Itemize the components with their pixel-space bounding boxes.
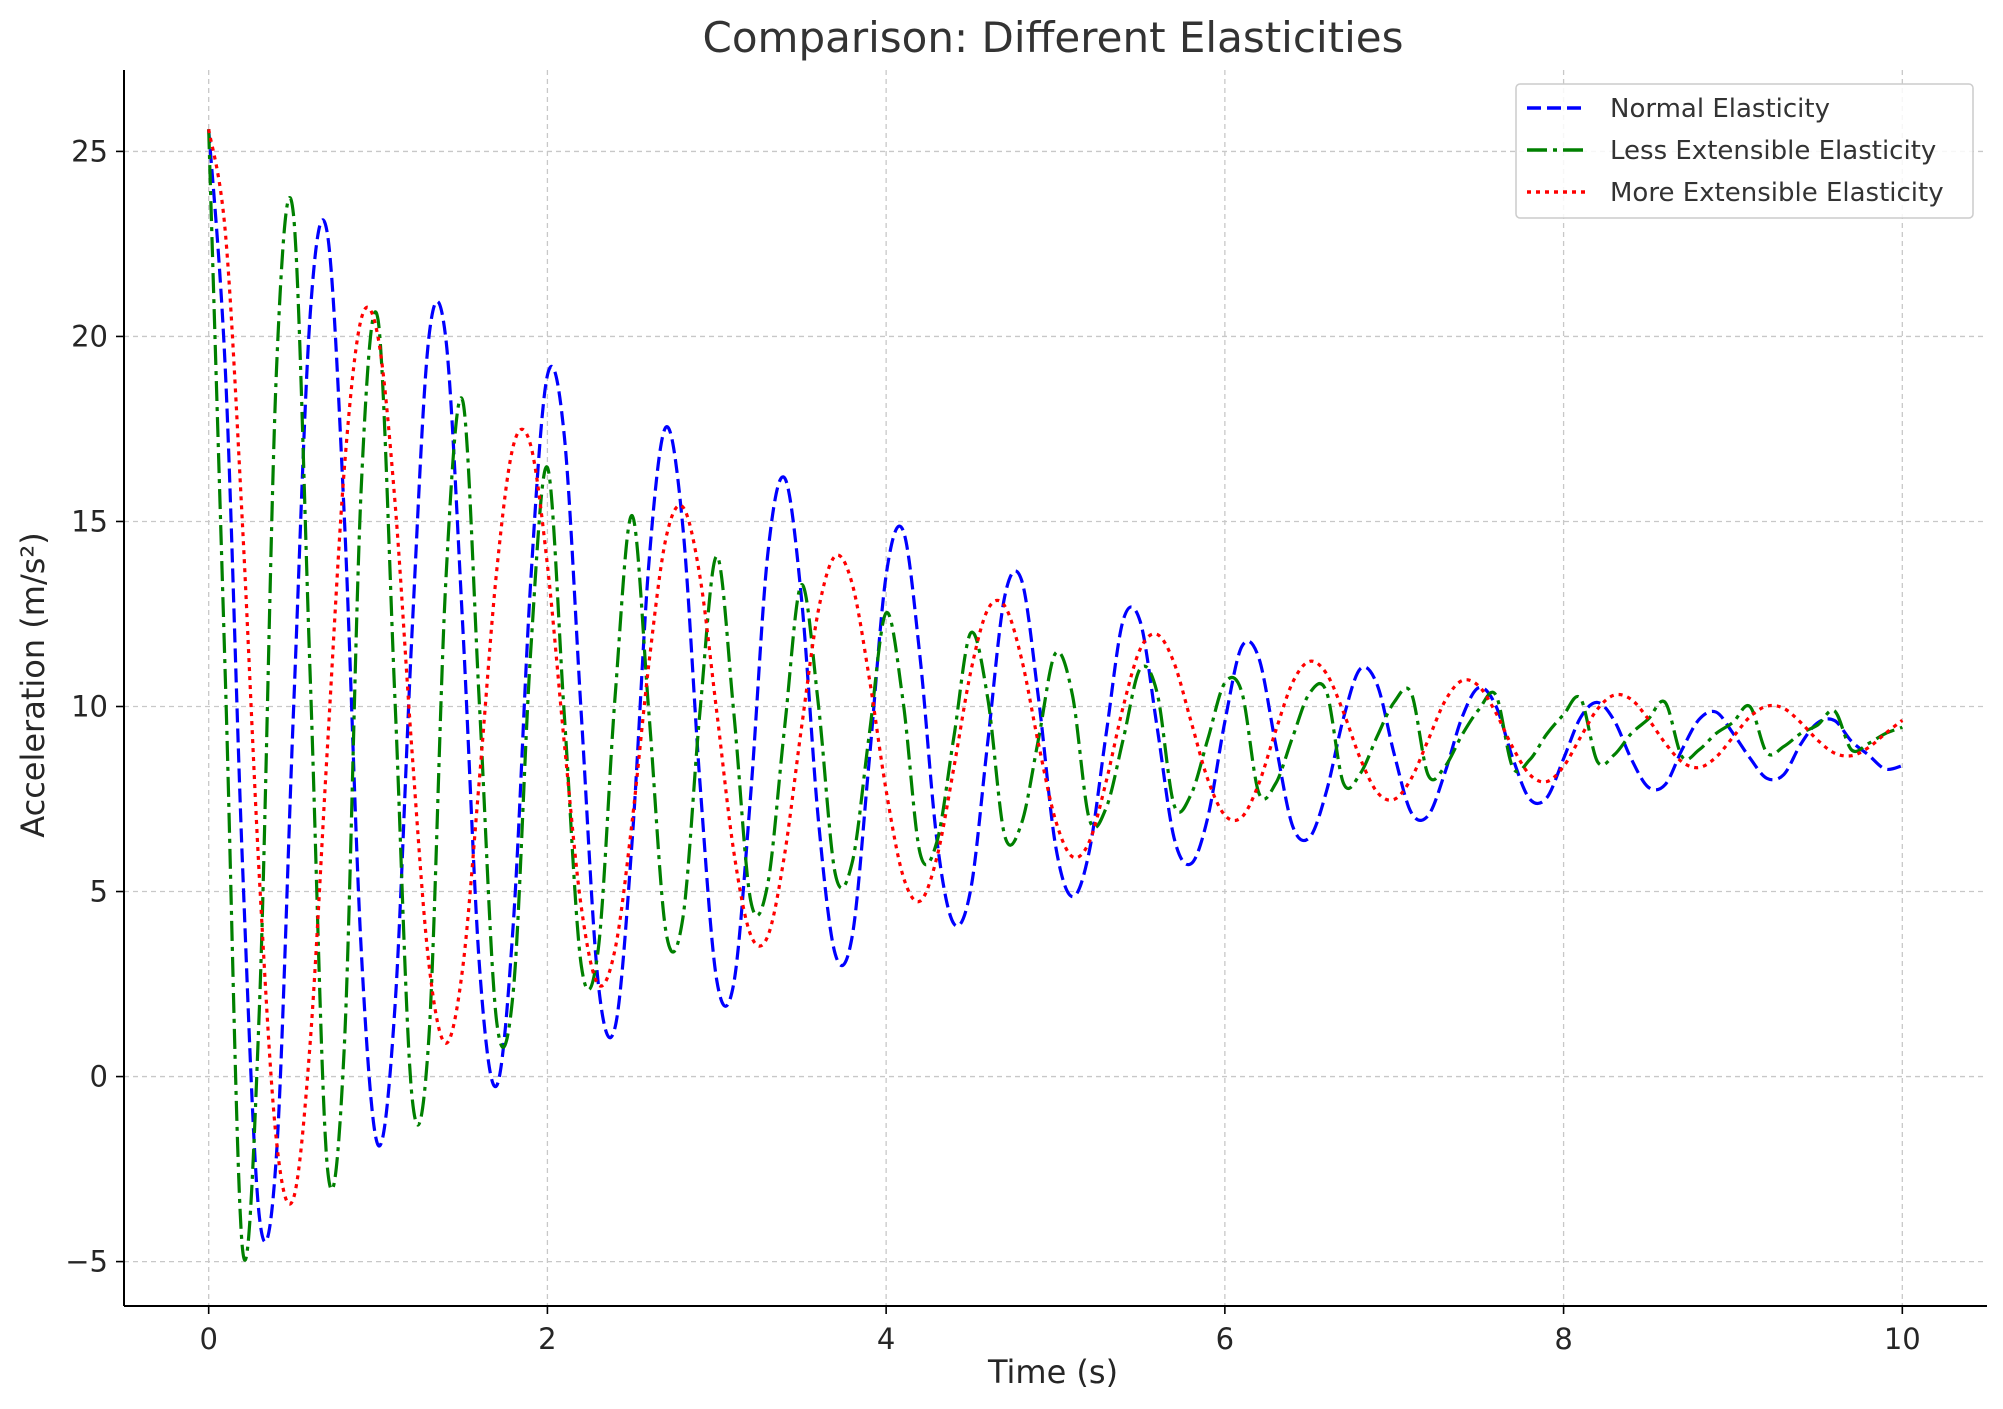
y-tick-label: −5 <box>65 1245 108 1279</box>
x-tick-label: 0 <box>199 1322 217 1356</box>
x-tick-label: 10 <box>1884 1322 1921 1356</box>
x-tick-label: 8 <box>1554 1322 1572 1356</box>
x-axis-label: Time (s) <box>987 1353 1118 1391</box>
y-tick-label: 10 <box>71 690 108 724</box>
x-tick-label: 4 <box>877 1322 895 1356</box>
y-tick-label: 20 <box>71 319 108 353</box>
legend-label-normal: Normal Elasticity <box>1610 94 1830 124</box>
grid <box>124 70 1987 1306</box>
legend-label-more-extensible: More Extensible Elasticity <box>1610 178 1944 208</box>
legend-box <box>1515 83 1974 219</box>
series-line-1 <box>207 129 1903 1262</box>
legend: Normal Elasticity Less Extensible Elasti… <box>1515 83 1974 219</box>
y-tick-label: 5 <box>90 875 108 909</box>
ticks: 0 2 4 6 8 10 −5 0 5 10 15 20 25 <box>65 134 1921 1356</box>
series-line-0 <box>207 129 1903 1244</box>
y-tick-label: 15 <box>71 504 108 538</box>
chart-title: Comparison: Different Elasticities <box>703 13 1404 62</box>
y-tick-label: 25 <box>71 134 108 168</box>
x-tick-label: 6 <box>1216 1322 1234 1356</box>
x-tick-label: 2 <box>538 1322 556 1356</box>
axes <box>123 70 1987 1307</box>
series-layer <box>207 128 1904 1262</box>
y-tick-label: 0 <box>90 1060 108 1094</box>
y-axis-label: Acceleration (m/s²) <box>14 532 52 837</box>
series-line-2 <box>207 128 1904 1206</box>
legend-label-less-extensible: Less Extensible Elasticity <box>1610 136 1936 166</box>
